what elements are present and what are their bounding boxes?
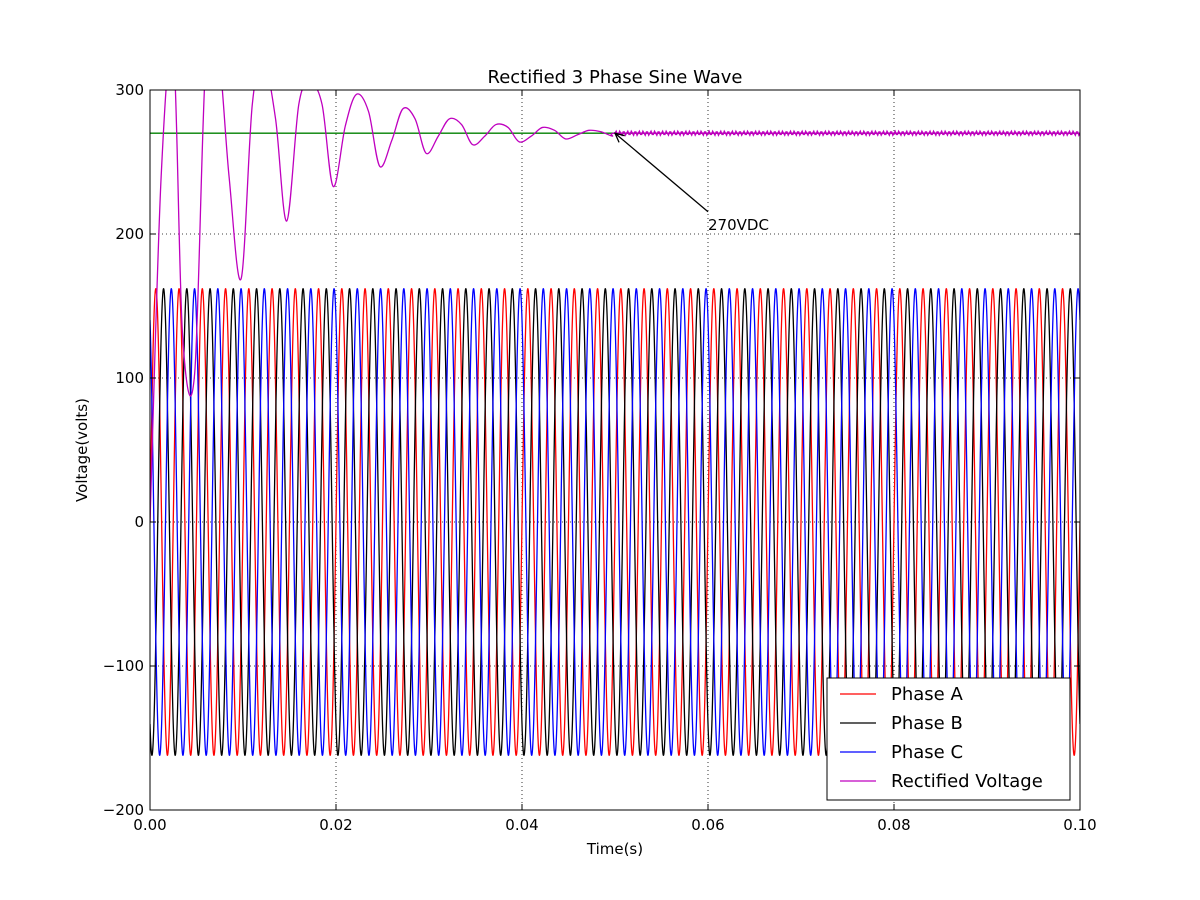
x-tick-label: 0.04 [505,816,538,834]
x-axis-label: Time(s) [586,840,643,858]
legend-label-phase-b: Phase B [891,713,963,734]
chart-title: Rectified 3 Phase Sine Wave [488,67,743,88]
y-tick-label: −100 [103,657,144,675]
legend: Phase A Phase B Phase C Rectified Voltag… [826,677,1071,801]
legend-label-phase-a: Phase A [891,684,963,705]
annotation-arrow [614,132,709,213]
y-tick-label: 100 [115,369,144,387]
annotation: 270VDC [613,132,769,234]
plot-frame [149,89,1081,811]
axis-ticks: 0.00 0.02 0.04 0.06 0.08 0.10 −200 −100 0 100 200 3… [103,81,1097,834]
y-tick-label: 0 [134,513,144,531]
y-tick-label: 300 [115,81,144,99]
x-tick-label: 0.06 [691,816,724,834]
x-tick-label: 0.00 [133,816,166,834]
legend-label-rectified-voltage: Rectified Voltage [891,771,1043,792]
x-tick-label: 0.10 [1063,816,1096,834]
series-phase-a [150,288,1080,756]
annotation-arrow-head [613,132,625,143]
series-phase-b [150,288,1080,756]
legend-box [826,677,1071,801]
annotation-label: 270VDC [708,216,769,234]
y-axis-label: Voltage(volts) [73,398,91,502]
series-rectified-voltage [150,90,1080,523]
x-tick-label: 0.08 [877,816,910,834]
y-tick-label: 200 [115,225,144,243]
y-tick-label: −200 [103,801,144,819]
x-tick-label: 0.02 [319,816,352,834]
legend-label-phase-c: Phase C [891,742,963,763]
